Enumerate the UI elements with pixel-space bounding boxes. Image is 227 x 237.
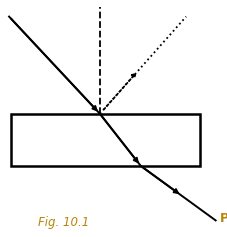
- Bar: [11, 114, 200, 166]
- Text: Fig. 10.1: Fig. 10.1: [38, 216, 89, 229]
- Text: P: P: [220, 212, 227, 224]
